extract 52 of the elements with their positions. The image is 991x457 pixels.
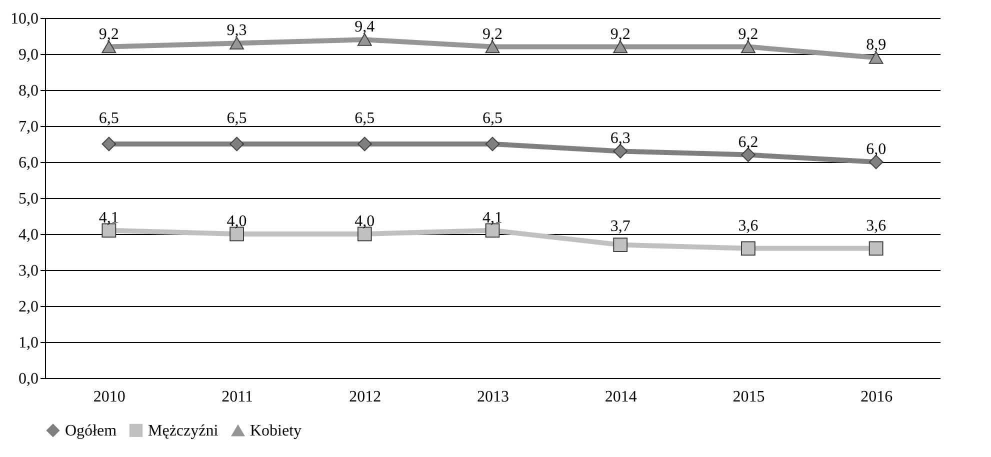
y-tick-label: 5,0 [18,190,38,208]
y-tick-label: 7,0 [18,118,38,136]
point [102,136,116,152]
point [357,33,372,46]
y-tick-label: 0,0 [18,370,38,388]
data-label: 6,5 [482,110,502,127]
point [485,136,500,152]
y-tick-label: 1,0 [18,334,38,352]
data-label: 4,0 [354,213,375,230]
point [868,51,884,64]
data-label: 3,7 [610,218,630,235]
data-label: 9,2 [482,26,502,43]
data-label: 9,2 [98,26,119,43]
legend-label: Ogółem [65,422,118,440]
y-tick-label: 2,0 [18,298,38,316]
data-label: 9,3 [226,22,247,40]
data-label: 6,0 [866,141,886,158]
data-label: 6,3 [610,130,630,148]
data-label: 4,1 [98,209,119,226]
data-label: 9,2 [738,26,758,43]
point [868,241,884,256]
point [613,238,628,252]
y-tick-label: 10,0 [10,10,38,28]
y-tick-label: 9,0 [18,46,38,64]
data-label: 3,6 [738,217,758,234]
x-tick-label: 2011 [222,388,253,406]
point [741,241,756,256]
data-label: 4,0 [226,213,247,230]
x-tick-label: 2016 [860,388,893,406]
data-label: 6,5 [98,110,119,127]
point [230,136,244,152]
legend-label: Kobiety [250,422,302,440]
y-tick-label: 4,0 [18,226,38,244]
x-tick-label: 2010 [93,388,126,406]
point [230,36,244,50]
x-tick-label: 2015 [732,388,765,406]
y-tick-label: 6,0 [18,154,38,172]
data-label: 3,6 [866,217,886,234]
x-tick-label: 2012 [349,388,382,406]
data-label: 6,5 [226,110,247,127]
data-label: 6,2 [738,134,758,151]
y-tick-label: 3,0 [18,262,38,280]
legend-label: Mężczyźni [148,422,219,440]
x-tick-label: 2013 [477,388,509,406]
data-label: 6,5 [354,110,375,127]
x-tick-label: 2014 [604,388,637,406]
data-label: 8,9 [866,36,886,54]
data-label: 4,1 [482,209,502,226]
y-tick-label: 8,0 [18,82,38,100]
point [357,136,372,152]
data-label: 9,2 [610,26,630,43]
data-label: 9,4 [354,18,375,36]
